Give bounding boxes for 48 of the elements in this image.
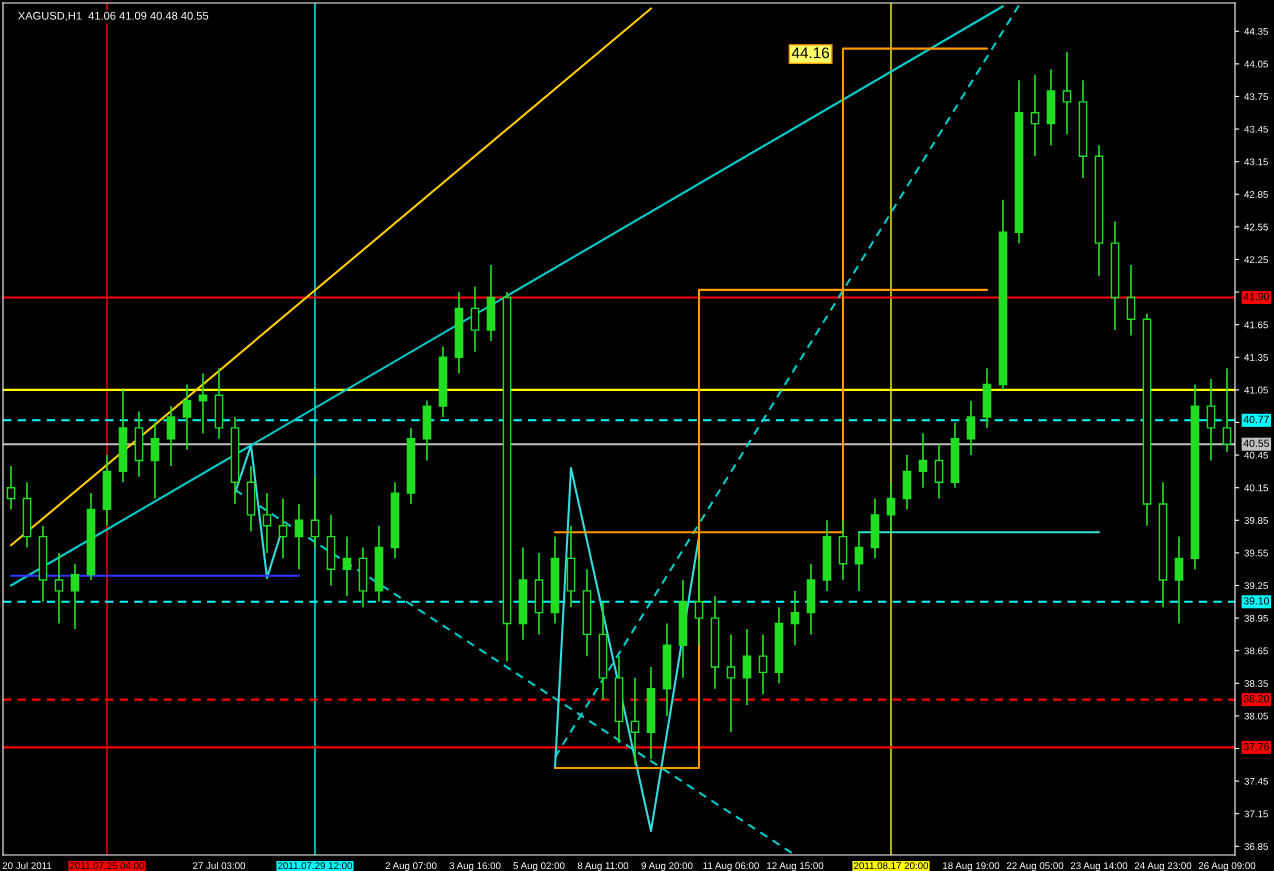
x-tick-label: 2011.07.29 12:00 bbox=[278, 862, 353, 870]
y-tick-label: 42.25 bbox=[1244, 256, 1268, 264]
y-tick-label: 41.05 bbox=[1244, 386, 1268, 394]
y-tick-label: 43.75 bbox=[1244, 93, 1268, 101]
y-tick-label: 43.45 bbox=[1244, 125, 1268, 133]
y-tick-label: 42.55 bbox=[1244, 223, 1268, 231]
y-tick-label: 37.45 bbox=[1244, 777, 1268, 785]
x-tick-label: 11 Aug 06:00 bbox=[703, 862, 759, 871]
x-tick-label: 22 Aug 05:00 bbox=[1006, 862, 1064, 871]
x-tick-label: 24 Aug 23:00 bbox=[1134, 862, 1192, 871]
y-tick-label: 39.25 bbox=[1244, 582, 1268, 590]
ref-line-label: 40.77 bbox=[1243, 415, 1269, 424]
y-tick-label: 36.85 bbox=[1244, 843, 1268, 850]
x-tick-label: 23 Aug 14:00 bbox=[1070, 862, 1128, 871]
x-tick-label: 20 Jul 2011 bbox=[2, 861, 52, 870]
y-tick-label: 37.15 bbox=[1244, 810, 1268, 818]
x-tick-label: 5 Aug 02:00 bbox=[513, 862, 565, 871]
y-tick-label: 40.45 bbox=[1244, 451, 1268, 459]
y-tick-label: 42.85 bbox=[1244, 191, 1268, 198]
x-tick-label: 2 Aug 07:00 bbox=[385, 862, 437, 871]
x-tick-label: 2011.07.25 04:00 bbox=[70, 862, 145, 870]
x-tick-label: 9 Aug 20:00 bbox=[641, 862, 693, 871]
x-tick-label: 18 Aug 19:00 bbox=[943, 862, 1000, 871]
y-tick-label: 38.05 bbox=[1244, 712, 1268, 720]
y-tick-label: 38.95 bbox=[1244, 614, 1268, 622]
ref-line-label: 40.55 bbox=[1243, 439, 1269, 448]
y-tick-label: 38.65 bbox=[1244, 647, 1268, 655]
ref-line-label: 39.10 bbox=[1243, 597, 1269, 605]
y-tick-label: 41.35 bbox=[1244, 354, 1268, 361]
y-tick-label: 40.15 bbox=[1244, 484, 1268, 492]
x-tick-label: 8 Aug 11:00 bbox=[577, 862, 629, 871]
y-tick-label: 39.85 bbox=[1244, 517, 1268, 524]
x-tick-label: 2011.08.17 20:00 bbox=[854, 862, 929, 870]
x-tick-label: 27 Jul 03:00 bbox=[193, 861, 246, 870]
y-tick-label: 44.35 bbox=[1244, 27, 1268, 35]
y-tick-label: 39.55 bbox=[1244, 549, 1268, 557]
ref-line-label: 37.76 bbox=[1243, 742, 1269, 751]
y-tick-label: 41.65 bbox=[1244, 321, 1268, 329]
ref-line-label: 38.20 bbox=[1243, 695, 1269, 703]
ref-line-label: 41.90 bbox=[1243, 292, 1269, 301]
annotation: 44.16 bbox=[791, 47, 830, 59]
y-tick-label: 44.05 bbox=[1244, 60, 1268, 68]
x-tick-label: 3 Aug 16:00 bbox=[449, 862, 501, 871]
y-tick-label: 38.35 bbox=[1244, 680, 1268, 687]
y-tick-label: 43.15 bbox=[1244, 158, 1268, 166]
x-tick-label: 26 Aug 09:00 bbox=[1198, 862, 1256, 871]
x-tick-label: 12 Aug 15:00 bbox=[767, 862, 824, 871]
text: XAGUSD,H1 41.06 41.09 40.48 40.55 bbox=[18, 11, 209, 21]
